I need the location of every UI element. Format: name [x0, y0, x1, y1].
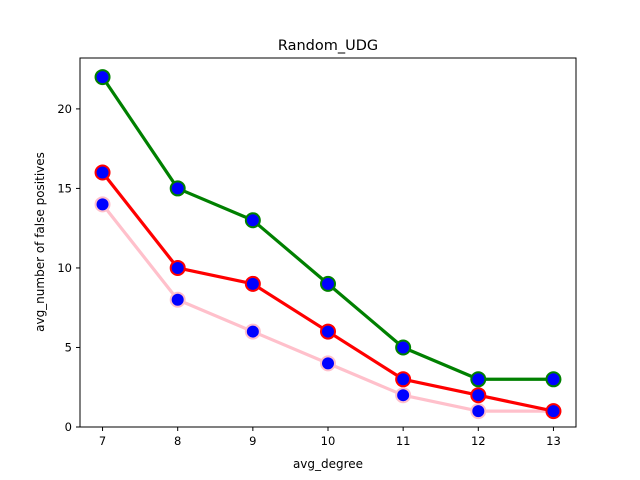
series-1-point: [169, 259, 186, 276]
x-tick-label: 12: [471, 434, 486, 448]
x-tick-label: 9: [249, 434, 256, 448]
series-2-point: [395, 387, 412, 404]
plot-area: [80, 58, 576, 427]
series-1-point: [545, 403, 562, 420]
series-0-point: [470, 371, 487, 388]
series-layer: [94, 69, 562, 420]
x-axis-ticks: 7 8 9 10 11 12 13: [99, 427, 561, 448]
series-1-point: [94, 164, 111, 181]
y-tick-label: 0: [65, 420, 72, 434]
y-tick-label: 20: [57, 102, 72, 116]
series-1-point: [244, 275, 261, 292]
series-2-point: [320, 355, 336, 372]
series-0-point: [244, 212, 261, 229]
series-1-point: [470, 387, 487, 404]
series-0-point: [169, 180, 186, 197]
x-tick-label: 7: [99, 434, 106, 448]
y-tick-label: 5: [65, 340, 72, 354]
series-0-point: [395, 339, 412, 356]
x-axis-label: avg_degree: [293, 457, 363, 471]
chart-title: Random_UDG: [278, 38, 378, 54]
x-tick-label: 13: [546, 434, 561, 448]
y-axis-ticks: 0 5 10 15 20: [57, 102, 80, 434]
series-2-point: [169, 291, 186, 308]
series-2-point: [244, 323, 261, 340]
series-0-point: [545, 371, 562, 388]
series-2-point: [94, 196, 111, 213]
series-1-point: [395, 371, 412, 388]
y-tick-label: 15: [57, 181, 72, 195]
y-tick-label: 10: [57, 261, 72, 275]
series-0-point: [320, 275, 336, 292]
x-tick-label: 11: [396, 434, 411, 448]
y-axis-label: avg_number of false positives: [33, 152, 47, 332]
x-tick-label: 8: [174, 434, 181, 448]
series-0-point: [94, 69, 111, 86]
series-2-point: [470, 403, 487, 420]
series-1-point: [320, 323, 336, 340]
x-tick-label: 10: [321, 434, 336, 448]
